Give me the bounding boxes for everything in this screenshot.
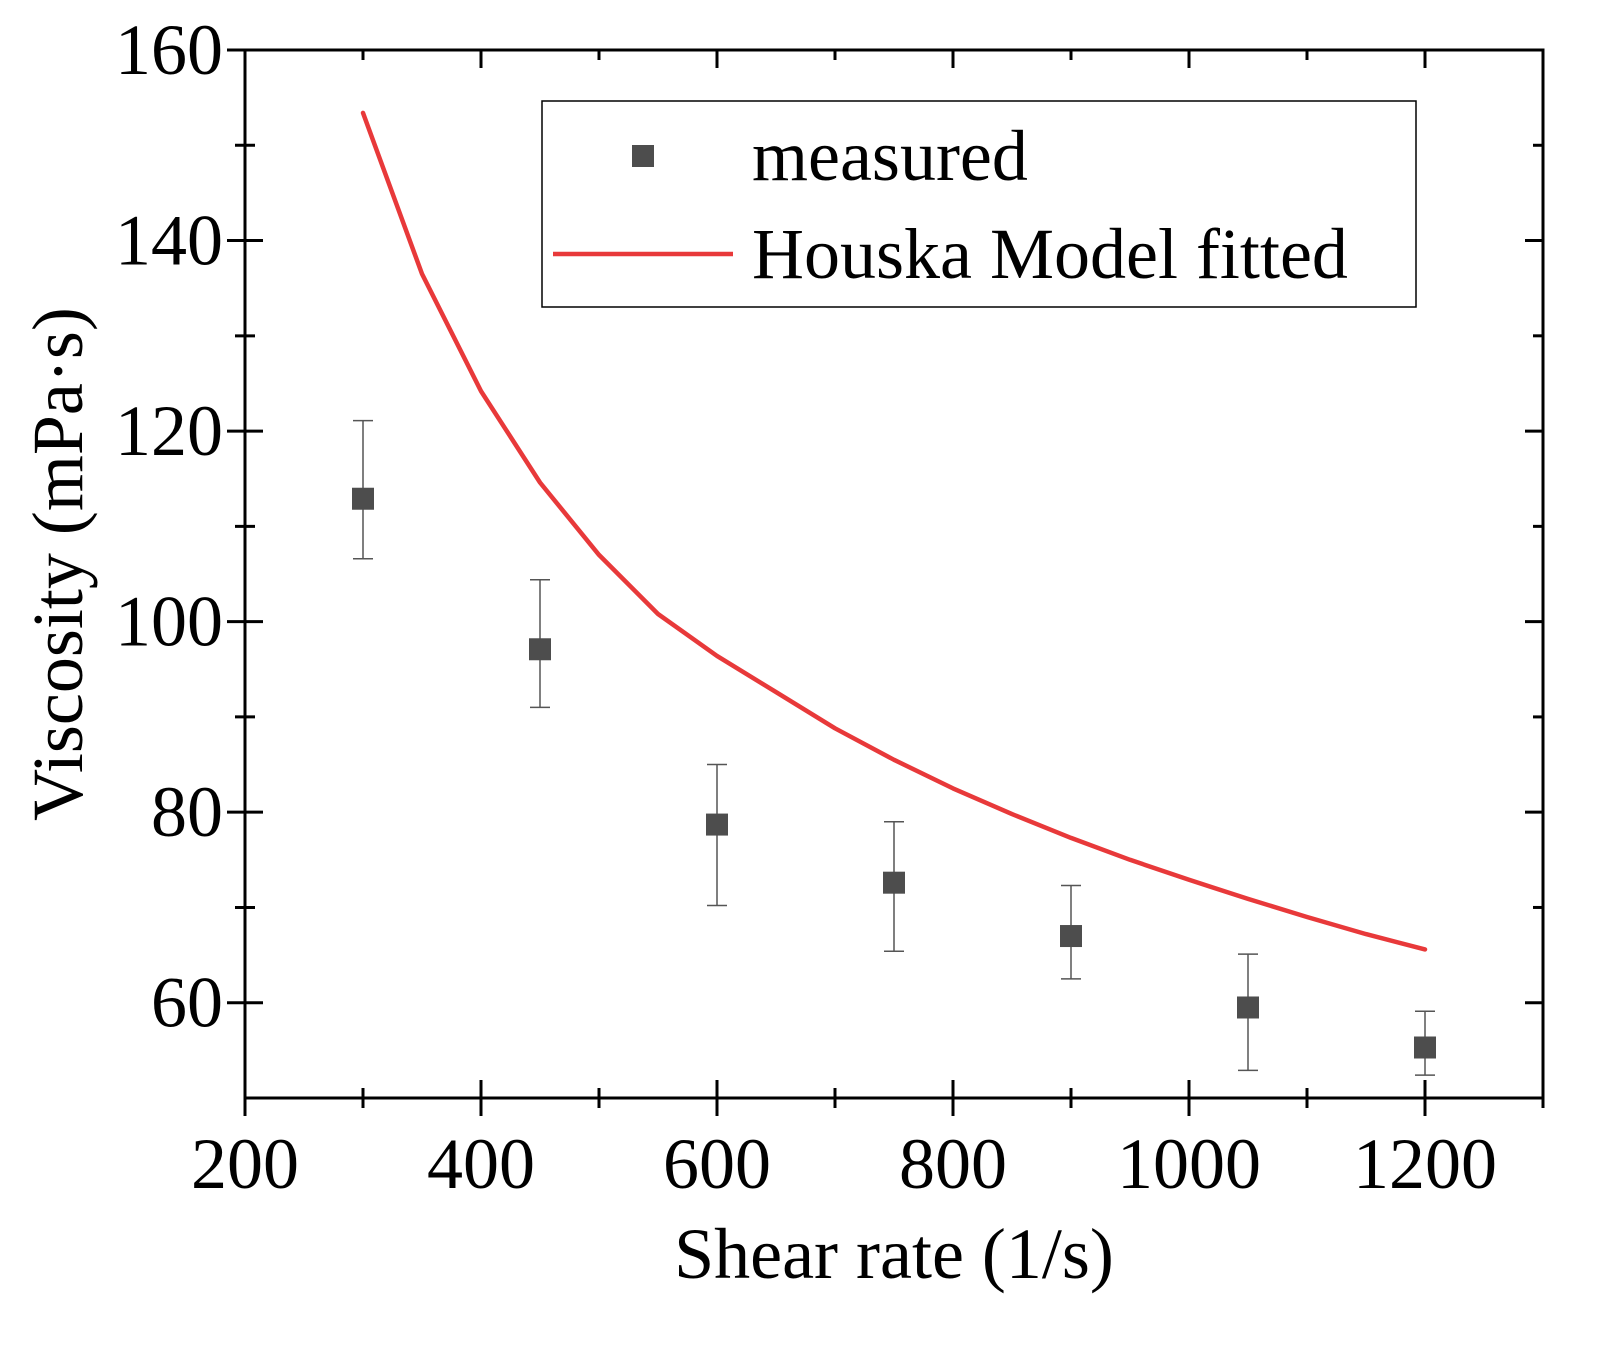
data-point [352, 487, 374, 510]
data-point [1060, 925, 1082, 948]
legend-label-fitted: Houska Model fitted [752, 214, 1348, 294]
data-point [529, 638, 551, 661]
legend-marker-measured [632, 145, 654, 167]
fit-line [360, 110, 1428, 952]
y-tick-label: 60 [151, 963, 223, 1043]
y-tick-label: 160 [115, 10, 223, 90]
marks-layer [352, 110, 1436, 1076]
x-tick-label: 1200 [1353, 1124, 1497, 1204]
data-point [1237, 996, 1259, 1019]
x-tick-label: 600 [663, 1124, 771, 1204]
data-point [883, 871, 905, 894]
y-axis-title: Viscosity (mPa·s) [18, 307, 98, 821]
y-tick-label: 120 [115, 391, 223, 471]
y-tick-label: 80 [151, 772, 223, 852]
legend-box [541, 100, 1417, 308]
x-tick-label: 200 [191, 1124, 299, 1204]
legend-label-measured: measured [752, 116, 1028, 196]
x-tick-label: 1000 [1117, 1124, 1261, 1204]
y-tick-label: 100 [115, 582, 223, 662]
x-tick-label: 400 [427, 1124, 535, 1204]
axes-layer: 200 400 600 800 1000 1200 60 80 100 120 140 160 Shea… [18, 10, 1545, 1294]
data-point [706, 813, 728, 836]
legend: measured Houska Model fitted [541, 100, 1417, 308]
x-tick-label: 800 [899, 1124, 1007, 1204]
data-point [1414, 1036, 1436, 1059]
y-tick-label: 140 [115, 201, 223, 281]
x-axis-title: Shear rate (1/s) [674, 1214, 1114, 1294]
plot-frame [243, 48, 1545, 1100]
